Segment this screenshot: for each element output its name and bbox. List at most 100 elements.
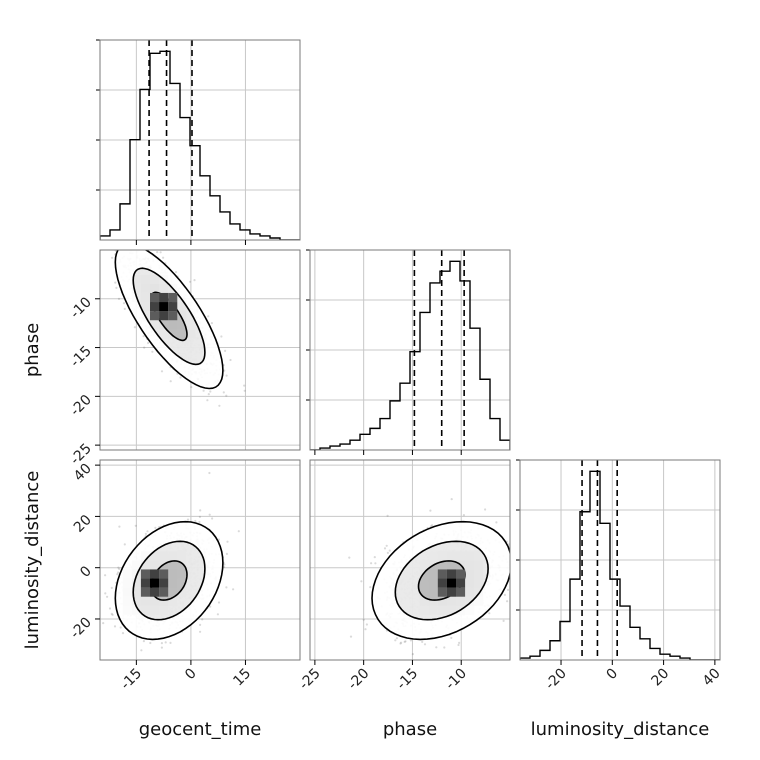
scatter-point: [122, 302, 126, 305]
scatter-point: [225, 586, 228, 589]
scatter-point: [386, 551, 389, 555]
scatter-point: [202, 389, 205, 392]
scatter-point: [513, 562, 515, 564]
scatter-point: [179, 376, 182, 379]
scatter-point: [503, 593, 506, 597]
scatter-point: [133, 326, 136, 329]
scatter-point: [124, 242, 126, 244]
scatter-point: [495, 521, 498, 524]
scatter-point: [457, 643, 460, 647]
scatter-point: [111, 227, 113, 229]
scatter-point: [147, 341, 150, 345]
scatter-point: [224, 349, 227, 352]
scatter-point: [362, 618, 365, 621]
scatter-point: [211, 517, 214, 520]
scatter-point: [388, 549, 391, 552]
scatter-point: [207, 393, 210, 396]
scatter-point: [104, 574, 107, 577]
density-peak-cell: [150, 569, 160, 579]
scatter-point: [140, 649, 143, 652]
scatter-point: [123, 543, 126, 546]
scatter-point: [484, 508, 487, 511]
scatter-point: [117, 571, 120, 574]
scatter-point: [383, 547, 387, 550]
scatter-point: [373, 556, 376, 559]
density-peak-cell: [159, 587, 169, 597]
scatter-point: [511, 571, 513, 573]
density-peak-cell: [150, 302, 160, 312]
scatter-point: [123, 307, 126, 310]
scatter-point: [488, 612, 491, 615]
scatter-point: [226, 540, 229, 543]
scatter-point: [160, 370, 164, 373]
scatter-point: [134, 524, 137, 527]
scatter-point: [110, 612, 113, 616]
scatter-point: [159, 251, 162, 254]
scatter-point: [517, 583, 519, 585]
scatter-point: [113, 625, 117, 628]
scatter-point: [511, 575, 513, 577]
scatter-point: [369, 586, 372, 589]
scatter-point: [243, 384, 246, 387]
scatter-point: [237, 530, 240, 533]
scatter-point: [374, 562, 377, 565]
scatter-point: [399, 642, 402, 645]
scatter-point: [108, 607, 112, 610]
panel-frame: [99, 39, 301, 241]
scatter-point: [443, 646, 446, 649]
scatter-point: [243, 389, 246, 392]
panel-frame: [309, 249, 511, 451]
scatter-point: [118, 567, 121, 571]
scatter-point: [102, 622, 105, 625]
scatter-point: [174, 271, 178, 274]
density-peak-cell: [168, 302, 178, 312]
joint-panel-geocent_time-luminosity_distance: [100, 460, 300, 660]
scatter-point: [365, 623, 368, 626]
scatter-point: [502, 619, 505, 623]
scatter-point: [506, 588, 510, 592]
scatter-point: [222, 391, 225, 394]
scatter-point: [216, 613, 219, 616]
scatter-point: [114, 243, 116, 245]
scatter-point: [506, 600, 509, 603]
scatter-point: [411, 653, 414, 656]
density-peak-cell: [150, 311, 160, 321]
scatter-point: [404, 640, 407, 643]
scatter-point: [104, 592, 107, 595]
scatter-point: [194, 519, 197, 523]
scatter-point: [409, 639, 412, 642]
scatter-point: [421, 640, 424, 644]
scatter-point: [360, 580, 363, 583]
scatter-point: [116, 573, 119, 576]
scatter-point: [435, 646, 438, 649]
scatter-point: [169, 380, 172, 383]
density-peak-cell: [168, 311, 178, 321]
scatter-point: [206, 399, 209, 402]
scatter-point: [403, 640, 406, 644]
scatter-point: [517, 569, 519, 571]
scatter-point: [507, 543, 510, 546]
scatter-point: [143, 346, 146, 349]
scatter-point: [189, 280, 192, 283]
scatter-point: [169, 641, 172, 645]
scatter-point: [220, 335, 223, 338]
scatter-point: [117, 566, 120, 569]
scatter-point: [144, 532, 147, 536]
scatter-point: [124, 230, 126, 232]
scatter-point: [400, 641, 403, 644]
density-peak-cell: [150, 578, 160, 588]
density-peak-cell: [140, 587, 150, 597]
scatter-point: [119, 626, 122, 629]
density-peak-cell: [159, 311, 169, 321]
scatter-point: [528, 595, 530, 597]
histogram-step-geocent_time: [100, 50, 300, 240]
histogram-phase: [310, 250, 510, 450]
joint-panel-phase-luminosity_distance: [310, 460, 530, 660]
scatter-point: [458, 641, 461, 645]
scatter-point: [229, 358, 232, 362]
scatter-point: [386, 514, 389, 517]
scatter-point: [198, 520, 201, 524]
scatter-point: [199, 630, 202, 633]
scatter-point: [110, 586, 113, 590]
scatter-point: [225, 374, 228, 377]
